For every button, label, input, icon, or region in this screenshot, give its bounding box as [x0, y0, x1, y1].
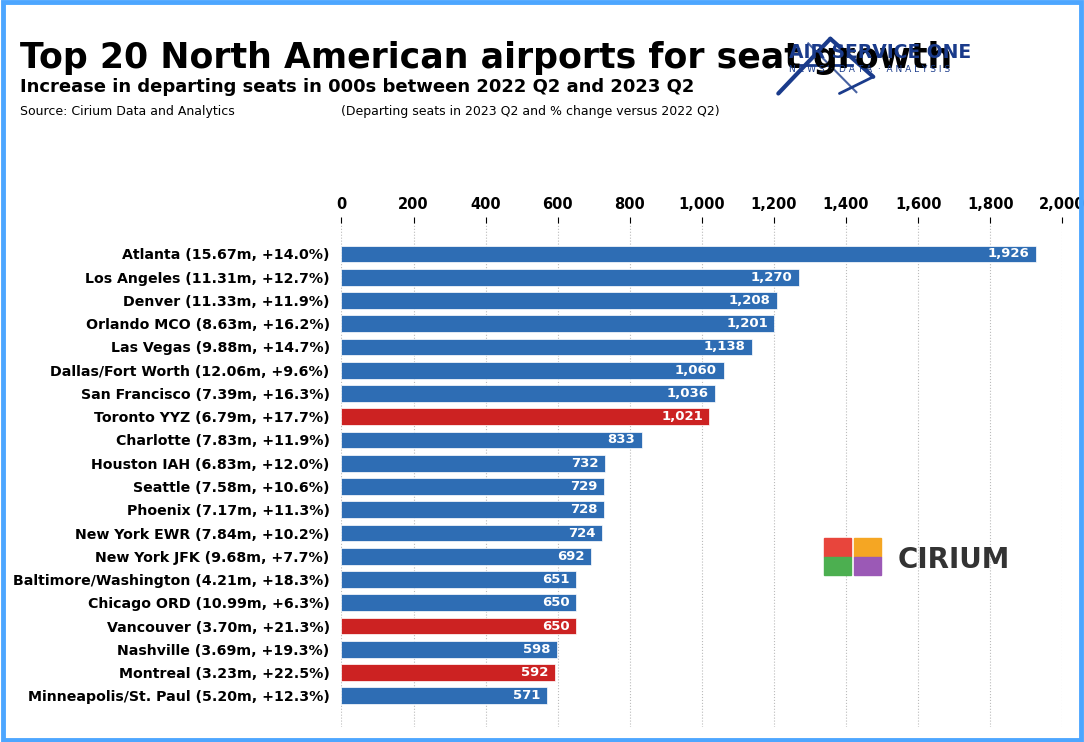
Bar	[341, 617, 576, 634]
Text: 833: 833	[607, 433, 635, 447]
Text: 651: 651	[542, 573, 569, 586]
Text: 650: 650	[542, 620, 569, 633]
Text: N E W S  ·  D A T A  ·  A N A L Y S I S: N E W S · D A T A · A N A L Y S I S	[789, 65, 951, 73]
Bar	[341, 432, 642, 448]
Bar	[341, 269, 799, 286]
Bar	[341, 246, 1035, 262]
Bar	[341, 571, 576, 588]
Text: 692: 692	[557, 550, 584, 562]
Text: (Departing seats in 2023 Q2 and % change versus 2022 Q2): (Departing seats in 2023 Q2 and % change…	[341, 105, 720, 119]
Bar	[341, 548, 591, 565]
Text: Increase in departing seats in 000s between 2022 Q2 and 2023 Q2: Increase in departing seats in 000s betw…	[20, 78, 694, 96]
Text: 1,036: 1,036	[667, 387, 708, 400]
Bar	[341, 478, 604, 495]
Bar	[341, 362, 723, 378]
Bar	[341, 688, 547, 704]
Text: 728: 728	[570, 503, 597, 516]
Text: Source: Cirium Data and Analytics: Source: Cirium Data and Analytics	[20, 105, 234, 119]
Bar	[341, 641, 557, 657]
Text: 650: 650	[542, 597, 569, 609]
Bar	[341, 315, 774, 332]
Text: 729: 729	[570, 480, 597, 493]
Text: 1,208: 1,208	[728, 294, 771, 307]
Text: 1,021: 1,021	[661, 410, 702, 423]
Text: Top 20 North American airports for seat growth: Top 20 North American airports for seat …	[20, 41, 952, 75]
Bar	[341, 292, 777, 309]
Text: CIRIUM: CIRIUM	[898, 546, 1010, 574]
Text: 1,138: 1,138	[704, 341, 745, 353]
Bar	[341, 525, 603, 542]
Text: 1,270: 1,270	[751, 271, 792, 283]
Bar	[341, 594, 576, 611]
Bar	[341, 408, 709, 425]
Bar	[341, 338, 751, 355]
Text: 1,926: 1,926	[988, 247, 1029, 260]
Text: 732: 732	[571, 457, 598, 470]
Bar	[341, 455, 605, 472]
Bar	[341, 385, 714, 402]
Bar	[341, 502, 604, 518]
Text: 592: 592	[521, 666, 549, 679]
Text: 724: 724	[568, 527, 596, 539]
Text: 598: 598	[522, 643, 551, 656]
Text: 1,201: 1,201	[726, 317, 767, 330]
Text: 571: 571	[514, 689, 541, 703]
Bar	[341, 664, 555, 681]
Text: AIR SERVICE ONE: AIR SERVICE ONE	[789, 43, 971, 62]
Text: 1,060: 1,060	[675, 364, 717, 377]
